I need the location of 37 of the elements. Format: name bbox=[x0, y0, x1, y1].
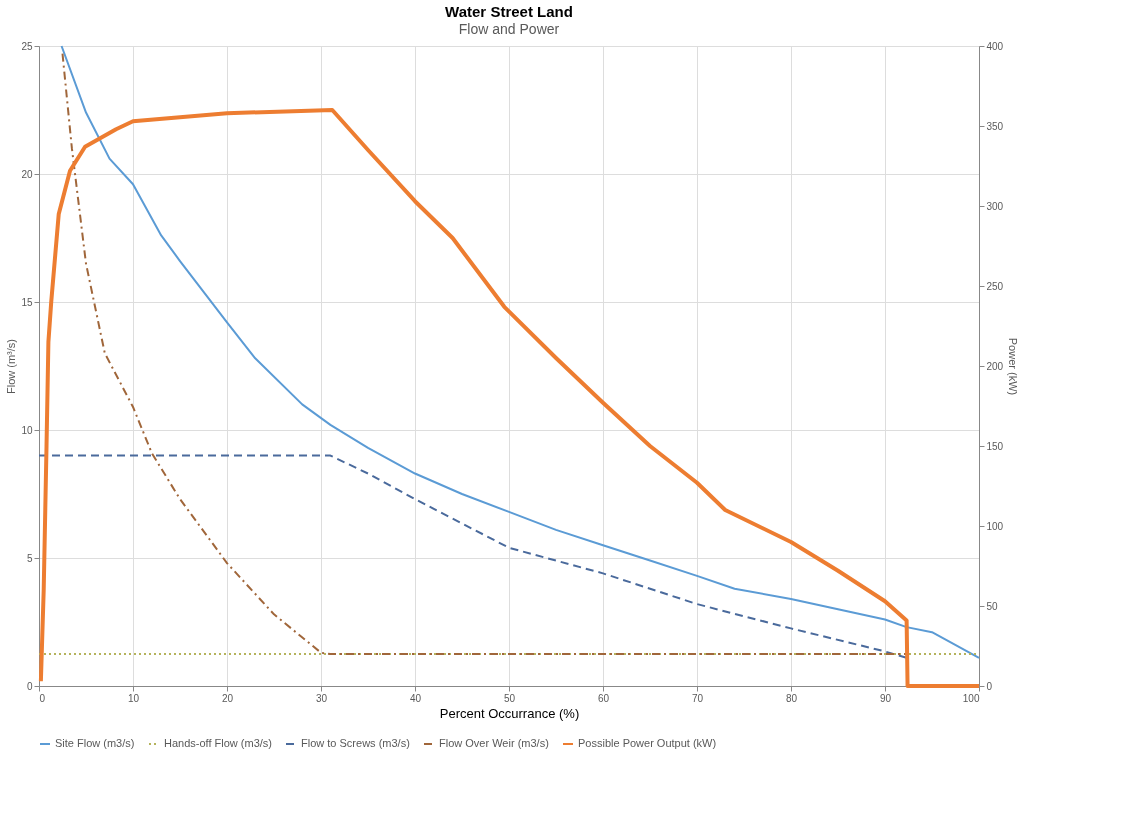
y-tick-label: 20 bbox=[21, 168, 33, 180]
x-tick-label: 80 bbox=[785, 692, 798, 704]
legend-label: Hands-off Flow (m3/s) bbox=[164, 737, 272, 749]
y2-tick-label: 150 bbox=[986, 440, 1004, 452]
legend-label: Flow Over Weir (m3/s) bbox=[439, 737, 549, 749]
chart-subtitle: Flow and Power bbox=[458, 21, 560, 37]
x-tick-label: 50 bbox=[503, 692, 516, 704]
x-tick-label: 40 bbox=[409, 692, 422, 704]
x-tick-label: 70 bbox=[691, 692, 704, 704]
line-series bbox=[38, 454, 908, 659]
legend-label: Site Flow (m3/s) bbox=[55, 737, 135, 749]
y-tick-label: 15 bbox=[21, 296, 33, 308]
x-tick-label: 20 bbox=[221, 692, 234, 704]
y-tick-label: 25 bbox=[21, 40, 33, 52]
x-tick-label: 30 bbox=[315, 692, 328, 704]
y2-tick-label: 50 bbox=[986, 600, 999, 612]
x-tick-label: 90 bbox=[879, 692, 892, 704]
y-tick-label: 0 bbox=[26, 680, 33, 692]
y2-tick-label: 300 bbox=[986, 200, 1004, 212]
y-tick-label: 5 bbox=[26, 552, 33, 564]
y2-tick-label: 0 bbox=[986, 680, 993, 692]
y2-tick-label: 350 bbox=[986, 120, 1004, 132]
y2-axis-title: Power (kW) bbox=[1007, 337, 1020, 396]
y2-tick-label: 250 bbox=[986, 280, 1004, 292]
x-axis-title: Percent Occurrance (%) bbox=[439, 705, 580, 721]
chart-title: Water Street Land bbox=[445, 3, 573, 20]
y2-tick-label: 400 bbox=[986, 40, 1004, 52]
y2-tick-label: 200 bbox=[986, 360, 1004, 372]
y-tick-label: 10 bbox=[21, 424, 33, 436]
y-axis-title: Flow (m³/s) bbox=[5, 339, 18, 394]
legend-label: Possible Power Output (kW) bbox=[578, 737, 717, 749]
x-tick-label: 100 bbox=[962, 692, 980, 704]
legend-label: Flow to Screws (m3/s) bbox=[301, 737, 410, 749]
y2-tick-label: 100 bbox=[986, 520, 1004, 532]
x-tick-label: 0 bbox=[39, 692, 46, 704]
x-tick-label: 60 bbox=[597, 692, 610, 704]
x-tick-label: 10 bbox=[127, 692, 140, 704]
